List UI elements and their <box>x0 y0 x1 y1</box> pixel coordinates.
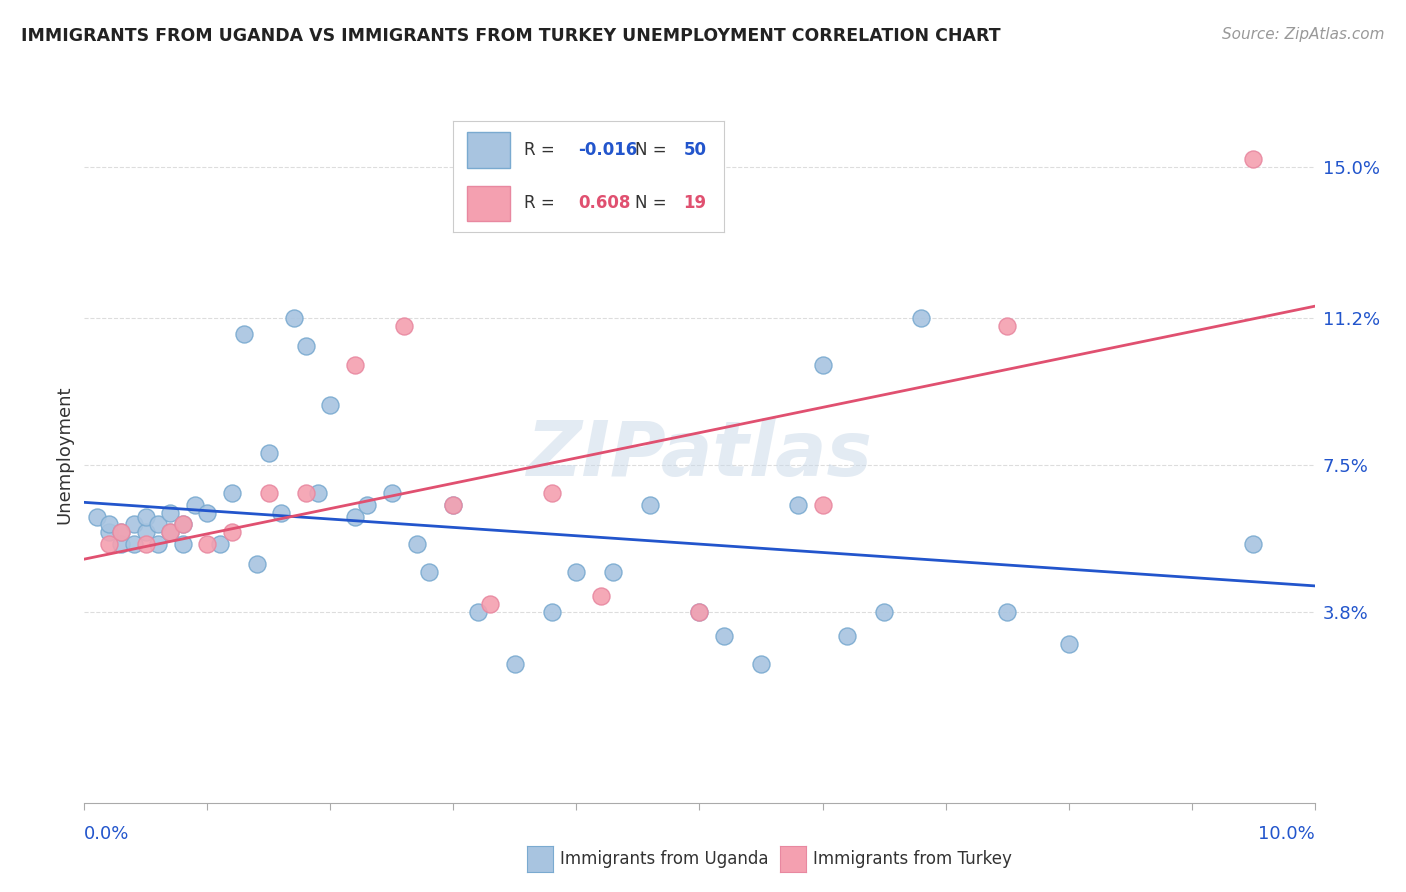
Text: IMMIGRANTS FROM UGANDA VS IMMIGRANTS FROM TURKEY UNEMPLOYMENT CORRELATION CHART: IMMIGRANTS FROM UGANDA VS IMMIGRANTS FRO… <box>21 27 1001 45</box>
Point <box>1241 537 1264 551</box>
Point <box>1057 637 1080 651</box>
Point <box>208 537 231 551</box>
Point <box>749 657 772 671</box>
Point <box>283 310 305 325</box>
Point <box>591 589 613 603</box>
Text: 0.0%: 0.0% <box>84 825 129 843</box>
Point <box>197 506 219 520</box>
Text: Immigrants from Uganda: Immigrants from Uganda <box>560 850 768 868</box>
Point <box>184 498 207 512</box>
Point <box>233 326 256 341</box>
Point <box>98 517 120 532</box>
Point <box>995 318 1018 333</box>
Text: 10.0%: 10.0% <box>1258 825 1315 843</box>
Point <box>135 537 157 551</box>
Point <box>295 485 318 500</box>
Point <box>689 605 711 619</box>
Point <box>689 605 711 619</box>
Point <box>86 509 108 524</box>
Point <box>270 506 292 520</box>
Y-axis label: Unemployment: Unemployment <box>55 385 73 524</box>
Point <box>837 629 859 643</box>
Point <box>811 498 834 512</box>
Point <box>356 498 378 512</box>
Point <box>257 485 280 500</box>
Point <box>159 525 181 540</box>
Point <box>172 517 194 532</box>
Point <box>98 525 120 540</box>
Point <box>246 558 269 572</box>
Point <box>811 359 834 373</box>
Point <box>110 537 132 551</box>
Point <box>221 485 243 500</box>
Point <box>381 485 404 500</box>
Point <box>344 359 367 373</box>
Point <box>713 629 735 643</box>
Point <box>159 525 181 540</box>
Point <box>1241 152 1264 166</box>
Text: Immigrants from Turkey: Immigrants from Turkey <box>813 850 1011 868</box>
Point <box>418 565 440 579</box>
Point <box>787 498 810 512</box>
Point <box>148 537 170 551</box>
Point <box>565 565 588 579</box>
Point <box>148 517 170 532</box>
Point <box>405 537 427 551</box>
Text: Source: ZipAtlas.com: Source: ZipAtlas.com <box>1222 27 1385 42</box>
Point <box>467 605 489 619</box>
Point <box>443 498 465 512</box>
Point <box>122 517 145 532</box>
Point <box>503 657 526 671</box>
Point <box>307 485 329 500</box>
Point <box>110 525 132 540</box>
Point <box>995 605 1018 619</box>
Point <box>197 537 219 551</box>
Point <box>159 506 181 520</box>
Point <box>540 605 562 619</box>
Point <box>910 310 932 325</box>
Point <box>135 525 157 540</box>
Point <box>172 517 194 532</box>
Point <box>122 537 145 551</box>
Text: ZIPatlas: ZIPatlas <box>526 418 873 491</box>
Point <box>873 605 896 619</box>
Point <box>98 537 120 551</box>
Point <box>640 498 662 512</box>
Point <box>172 537 194 551</box>
Point <box>540 485 562 500</box>
Point <box>319 398 342 412</box>
Point <box>295 338 318 352</box>
Point <box>221 525 243 540</box>
Point <box>394 318 416 333</box>
Point <box>344 509 367 524</box>
Point <box>257 446 280 460</box>
Point <box>479 597 502 611</box>
Point <box>135 509 157 524</box>
Point <box>110 525 132 540</box>
Point <box>443 498 465 512</box>
Point <box>602 565 624 579</box>
